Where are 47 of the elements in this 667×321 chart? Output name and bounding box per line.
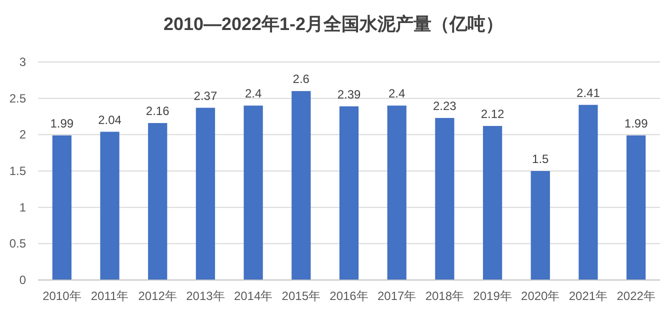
x-tick-label: 2015年 bbox=[282, 289, 321, 303]
data-label: 2.6 bbox=[292, 72, 310, 86]
bar bbox=[435, 118, 454, 280]
x-tick-label: 2011年 bbox=[90, 289, 129, 303]
data-label: 2.16 bbox=[146, 104, 170, 118]
bar bbox=[292, 91, 311, 280]
bar bbox=[52, 135, 72, 280]
data-label: 2.39 bbox=[337, 87, 361, 102]
bar bbox=[626, 135, 646, 280]
data-label: 2.4 bbox=[244, 86, 262, 101]
bar bbox=[387, 106, 406, 280]
x-tick-label: 2020年 bbox=[521, 289, 560, 303]
data-label: 2.23 bbox=[433, 98, 457, 113]
data-label: 1.99 bbox=[624, 116, 648, 130]
x-tick-label: 2010年 bbox=[42, 289, 82, 303]
x-tick-label: 2017年 bbox=[377, 289, 416, 303]
x-tick-label: 2012年 bbox=[138, 289, 177, 303]
x-tick-label: 2019年 bbox=[473, 289, 512, 303]
data-label: 2.4 bbox=[388, 86, 406, 101]
bar bbox=[530, 171, 550, 280]
bar bbox=[482, 126, 502, 280]
bar bbox=[339, 106, 359, 280]
y-tick-label: 2.5 bbox=[9, 91, 26, 106]
bar bbox=[100, 132, 120, 280]
bar bbox=[578, 104, 598, 280]
chart-title: 2010—2022年1-2月全国水泥产量（亿吨） bbox=[163, 14, 504, 34]
data-label: 2.04 bbox=[98, 112, 122, 127]
y-tick-label: 1 bbox=[19, 200, 26, 214]
data-label: 2.37 bbox=[194, 88, 218, 103]
y-tick-label: 1.5 bbox=[9, 164, 26, 178]
data-label: 1.99 bbox=[50, 116, 74, 130]
y-tick-label: 3 bbox=[19, 55, 26, 69]
x-tick-label: 2022年 bbox=[616, 289, 656, 303]
y-tick-label: 2 bbox=[19, 128, 26, 142]
x-tick-label: 2018年 bbox=[425, 289, 464, 303]
bar bbox=[244, 106, 263, 280]
x-tick-label: 2016年 bbox=[330, 289, 368, 303]
data-label: 2.12 bbox=[480, 106, 505, 121]
x-tick-label: 2013年 bbox=[186, 289, 225, 303]
data-label: 1.5 bbox=[532, 152, 550, 166]
y-tick-label: 0 bbox=[19, 273, 26, 287]
x-tick-label: 2021年 bbox=[568, 289, 608, 303]
data-label: 2.41 bbox=[576, 86, 600, 100]
y-tick-label: 0.5 bbox=[9, 236, 26, 251]
x-tick-label: 2014年 bbox=[234, 289, 273, 303]
bar bbox=[196, 108, 216, 280]
bar bbox=[148, 123, 168, 280]
